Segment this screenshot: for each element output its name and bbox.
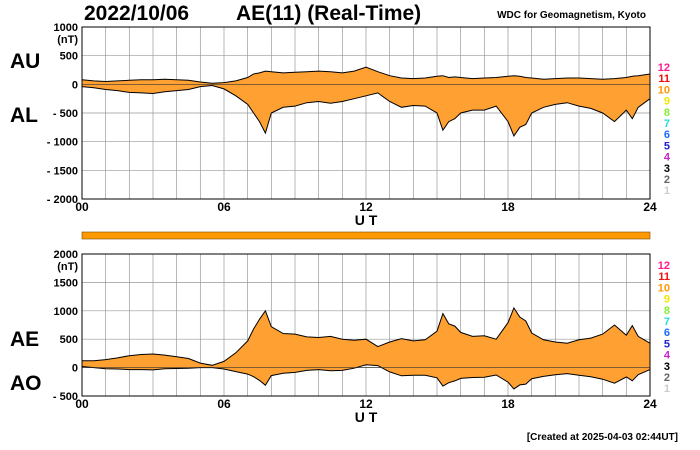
y-tick-label: 2000: [54, 249, 78, 261]
x-tick-label: 12: [359, 397, 373, 411]
station-count-label: 3: [664, 163, 670, 175]
station-count-label: 11: [658, 73, 670, 85]
x-tick-label: 12: [359, 200, 373, 214]
x-axis-label: U T: [355, 409, 378, 425]
date-label: 2022/10/06: [84, 2, 190, 25]
station-count-label: 5: [664, 140, 670, 152]
x-tick-label: 24: [643, 397, 657, 411]
station-count-label: 5: [664, 338, 670, 350]
y-tick-label: 0: [72, 363, 78, 375]
al-series-label: AL: [10, 104, 38, 127]
chart-title: AE(11) (Real-Time): [236, 2, 422, 25]
station-count-label: 12: [658, 260, 670, 272]
y-tick-label: - 500: [53, 108, 78, 120]
created-timestamp: [Created at 2025-04-03 02:44UT]: [526, 432, 678, 443]
source-label: WDC for Geomagnetism, Kyoto: [497, 10, 646, 21]
ao-series-label: AO: [10, 372, 42, 395]
station-count-label: 6: [664, 327, 670, 339]
unit-label: (nT): [57, 34, 78, 46]
series-line-ao: [81, 364, 651, 390]
station-count-label: 9: [664, 96, 670, 108]
y-tick-label: - 1000: [47, 137, 78, 149]
station-count-label: 11: [658, 271, 670, 283]
station-count-label: 8: [664, 107, 670, 119]
unit-label: (nT): [57, 261, 78, 273]
panel-0: 1000 500 0 - 500 - 1000 - 1500 - 2000 (nT) 00 06 1…: [47, 22, 671, 228]
y-tick-label: - 500: [53, 391, 78, 403]
station-count-label: 1: [664, 383, 670, 395]
y-tick-label: 1500: [54, 277, 78, 289]
station-count-label: 2: [664, 174, 670, 186]
x-tick-label: 06: [217, 397, 231, 411]
y-tick-label: 500: [60, 51, 78, 63]
station-count-label: 4: [664, 350, 671, 362]
station-count-label: 10: [658, 282, 670, 294]
station-count-label: 6: [664, 129, 670, 141]
series-line-au: [81, 66, 651, 84]
x-tick-label: 06: [217, 200, 231, 214]
y-tick-label: - 2000: [47, 194, 78, 206]
x-tick-label: 00: [75, 397, 89, 411]
x-tick-label: 18: [501, 200, 515, 214]
station-count-label: 3: [664, 361, 670, 373]
station-count-label: 9: [664, 294, 670, 306]
station-count-label: 7: [664, 118, 670, 130]
y-tick-label: 500: [60, 334, 78, 346]
station-count-label: 10: [658, 84, 670, 96]
plot-frame: [81, 26, 651, 200]
station-count-label: 7: [664, 316, 670, 328]
ae-series-label: AE: [10, 328, 40, 351]
station-count-label: 8: [664, 305, 670, 317]
y-tick-label: - 1500: [47, 165, 78, 177]
x-tick-label: 24: [643, 200, 657, 214]
data-coverage-bar: [81, 231, 651, 240]
au-series-label: AU: [10, 50, 41, 73]
series-line-ae: [82, 306, 651, 366]
x-axis-label: U T: [355, 212, 378, 228]
series-line-al: [81, 84, 651, 137]
x-tick-label: 18: [501, 397, 515, 411]
plot-frame: [81, 253, 651, 397]
y-tick-label: 1000: [54, 306, 78, 318]
station-count-label: 12: [658, 62, 670, 74]
x-tick-label: 00: [75, 200, 89, 214]
station-count-label: 1: [664, 185, 670, 197]
station-count-label: 2: [664, 372, 670, 384]
station-count-label: 4: [664, 152, 671, 164]
y-tick-label: 0: [72, 79, 78, 91]
y-tick-label: 1000: [54, 22, 78, 34]
